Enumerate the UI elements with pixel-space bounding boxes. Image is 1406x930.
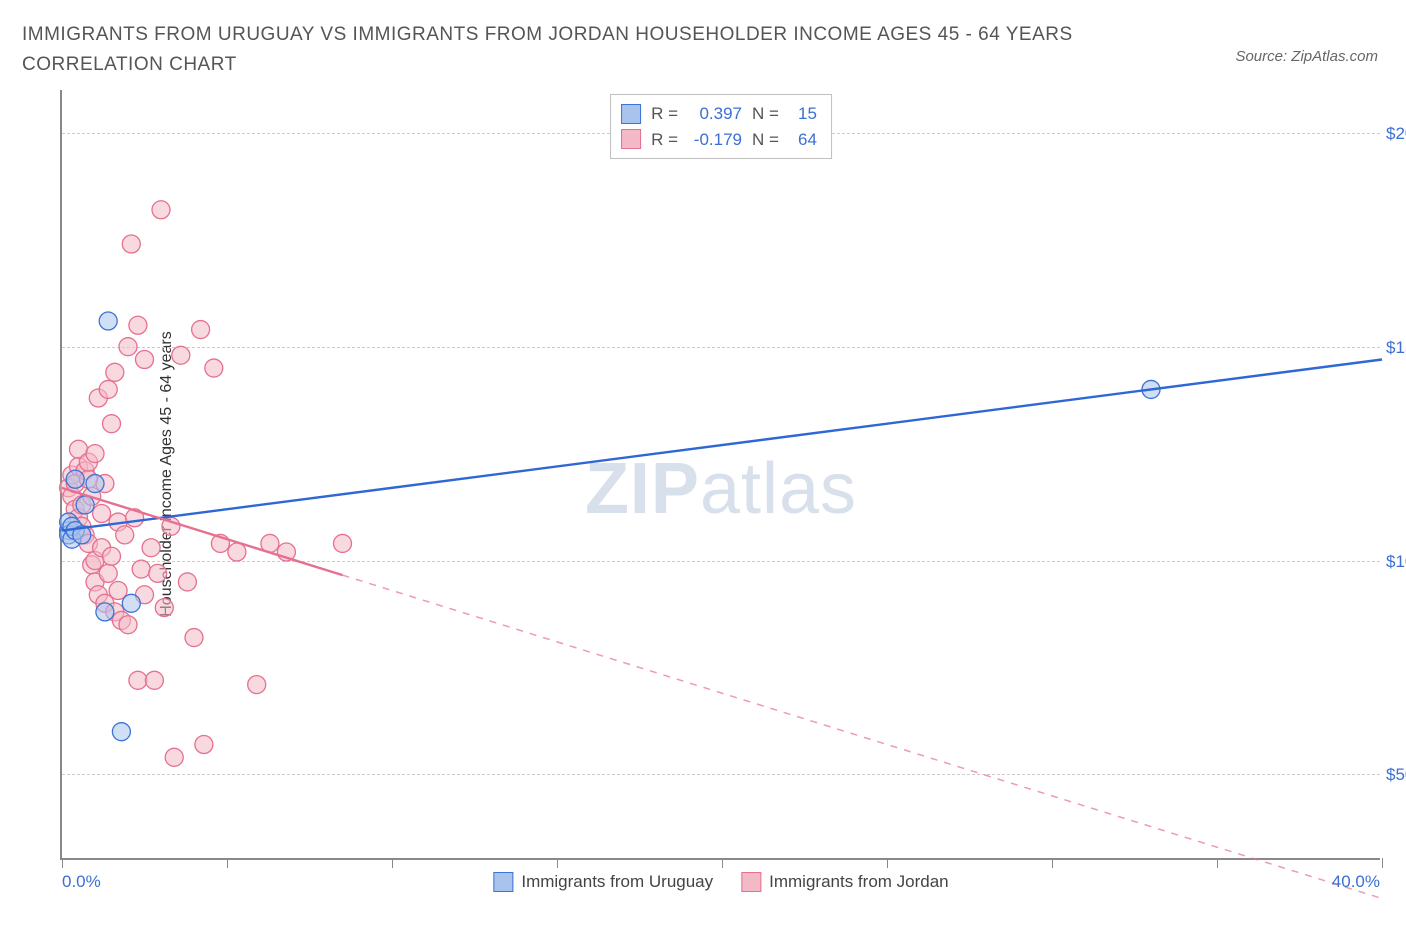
x-tick-5 [227,858,228,868]
x-tick-40 [1382,858,1383,868]
legend-label-jordan: Immigrants from Jordan [769,872,949,892]
n-label-0: N = [752,101,779,127]
point-jordan [103,547,121,565]
legend-label-uruguay: Immigrants from Uruguay [521,872,713,892]
x-tick-10 [392,858,393,868]
y-tick-label-100000: $100,000 [1386,552,1406,572]
point-jordan [106,363,124,381]
y-tick-label-200000: $200,000 [1386,124,1406,144]
point-jordan [145,671,163,689]
swatch-uruguay [621,104,641,124]
point-jordan [103,415,121,433]
x-min-label: 0.0% [62,872,101,892]
x-tick-35 [1217,858,1218,868]
r-label-1: R = [651,127,678,153]
point-jordan [248,676,266,694]
point-jordan [122,235,140,253]
point-uruguay [99,312,117,330]
point-jordan [334,534,352,552]
swatch-jordan [621,129,641,149]
chart-source: Source: ZipAtlas.com [1235,48,1378,65]
n-value-0: 15 [787,101,817,127]
x-max-label: 40.0% [1332,872,1380,892]
point-jordan [172,346,190,364]
point-jordan [129,671,147,689]
trend-dashed-jordan [343,575,1383,898]
point-jordan [129,316,147,334]
stats-row-uruguay: R = 0.397 N = 15 [621,101,817,127]
point-uruguay [66,470,84,488]
point-jordan [178,573,196,591]
point-jordan [195,736,213,754]
legend-item-uruguay: Immigrants from Uruguay [493,872,713,892]
x-tick-15 [557,858,558,868]
point-jordan [93,505,111,523]
point-jordan [165,748,183,766]
point-jordan [228,543,246,561]
legend-swatch-jordan [741,872,761,892]
stats-row-jordan: R = -0.179 N = 64 [621,127,817,153]
y-tick-label-50000: $50,000 [1386,765,1406,785]
point-jordan [152,201,170,219]
correlation-chart: IMMIGRANTS FROM URUGUAY VS IMMIGRANTS FR… [0,0,1406,930]
chart-title: IMMIGRANTS FROM URUGUAY VS IMMIGRANTS FR… [22,20,1206,81]
trend-solid-uruguay [62,360,1382,531]
point-jordan [86,445,104,463]
point-jordan [136,351,154,369]
x-tick-0 [62,858,63,868]
legend-item-jordan: Immigrants from Jordan [741,872,949,892]
r-value-0: 0.397 [686,101,742,127]
bottom-legend: Immigrants from Uruguay Immigrants from … [493,872,948,892]
r-label-0: R = [651,101,678,127]
point-uruguay [112,723,130,741]
point-jordan [142,539,160,557]
point-jordan [99,380,117,398]
point-jordan [116,526,134,544]
point-uruguay [96,603,114,621]
y-tick-label-150000: $150,000 [1386,338,1406,358]
n-label-1: N = [752,127,779,153]
point-uruguay [86,475,104,493]
x-tick-30 [1052,858,1053,868]
x-tick-25 [887,858,888,868]
x-tick-20 [722,858,723,868]
point-jordan [149,564,167,582]
r-value-1: -0.179 [686,127,742,153]
scatter-plot [62,90,1380,858]
point-uruguay [122,594,140,612]
point-jordan [205,359,223,377]
plot-area: Householder Income Ages 45 - 64 years ZI… [60,90,1380,860]
n-value-1: 64 [787,127,817,153]
point-jordan [119,338,137,356]
point-jordan [99,564,117,582]
point-uruguay [76,496,94,514]
point-jordan [155,599,173,617]
point-jordan [119,616,137,634]
point-jordan [192,321,210,339]
point-jordan [132,560,150,578]
legend-swatch-uruguay [493,872,513,892]
point-jordan [185,629,203,647]
stats-box: R = 0.397 N = 15 R = -0.179 N = 64 [610,94,832,159]
